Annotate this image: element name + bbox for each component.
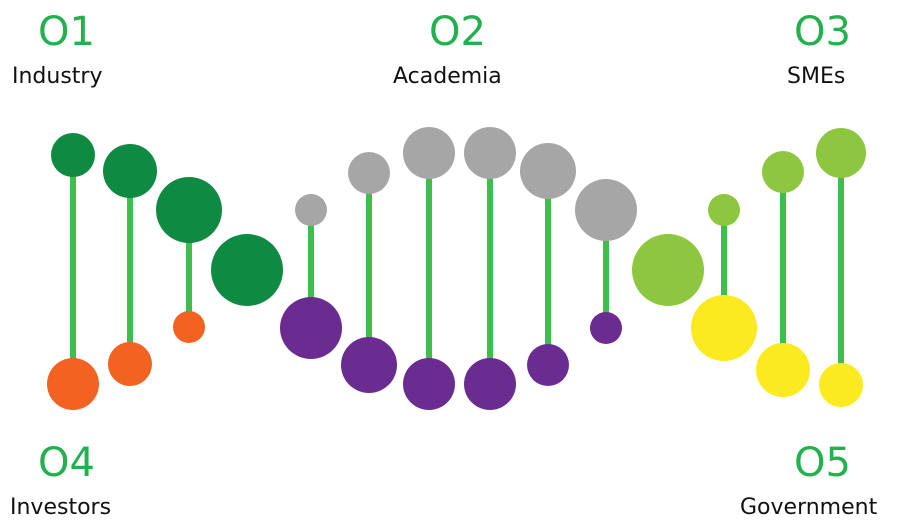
academia-node-bottom-8 xyxy=(464,358,516,410)
academia-node-top-9 xyxy=(520,143,576,199)
smes-node-top-11 xyxy=(632,234,704,306)
group-code-o3: O3 xyxy=(794,9,851,55)
government-node-bottom-14 xyxy=(819,363,863,407)
industry-node-top-4 xyxy=(211,234,283,306)
industry-node-top-1 xyxy=(51,133,95,177)
smes-node-top-12 xyxy=(708,194,740,226)
academia-node-top-6 xyxy=(348,152,390,194)
investors-node-bottom-3 xyxy=(173,311,205,343)
government-node-bottom-12 xyxy=(691,295,757,361)
academia-node-top-10 xyxy=(575,179,637,241)
group-code-o4: O4 xyxy=(38,440,95,486)
academia-node-bottom-10 xyxy=(590,312,622,344)
academia-node-top-8 xyxy=(464,127,516,179)
smes-node-top-14 xyxy=(816,128,866,178)
group-code-o2: O2 xyxy=(429,9,486,55)
academia-node-bottom-6 xyxy=(341,337,397,393)
academia-node-bottom-7 xyxy=(403,358,455,410)
group-name-investors: Investors xyxy=(10,495,112,520)
academia-node-top-5 xyxy=(295,194,327,226)
academia-node-bottom-5 xyxy=(280,297,342,359)
academia-node-top-7 xyxy=(403,127,455,179)
investors-node-bottom-1 xyxy=(47,358,99,410)
investors-node-bottom-2 xyxy=(108,342,152,386)
group-name-smes: SMEs xyxy=(787,64,846,89)
group-name-industry: Industry xyxy=(12,64,103,89)
academia-node-bottom-9 xyxy=(527,344,569,386)
group-name-government: Government xyxy=(740,495,878,520)
government-node-bottom-13 xyxy=(756,343,810,397)
industry-node-top-2 xyxy=(103,144,157,198)
group-code-o5: O5 xyxy=(794,440,851,486)
group-name-academia: Academia xyxy=(393,64,502,89)
industry-node-top-3 xyxy=(156,177,222,243)
smes-node-top-13 xyxy=(762,151,804,193)
group-code-o1: O1 xyxy=(38,9,95,55)
